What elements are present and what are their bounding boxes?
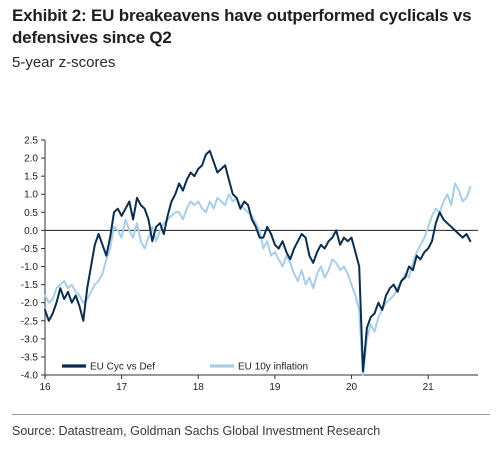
x-tick-label: 19	[269, 382, 281, 393]
x-tick-label: 17	[116, 382, 128, 393]
y-tick-label: -1.0	[21, 262, 39, 273]
x-tick-label: 18	[193, 382, 205, 393]
y-tick-label: -0.5	[21, 244, 39, 255]
y-tick-label: 0.0	[24, 226, 38, 237]
line-chart: 2.5 2.0 1.5 1.0 0.5 0.0 -0.5 -1.0 -1.5 -2.0 -2.5 -3…	[21, 136, 478, 393]
series-line-eu-cyc-vs-def	[44, 149, 472, 373]
series-layer	[44, 149, 472, 376]
exhibit-title: Exhibit 2: EU breakeavens have outperfor…	[12, 6, 472, 47]
y-tick-label: -3.5	[21, 352, 39, 363]
footer-divider	[12, 414, 490, 415]
legend-label: EU Cyc vs Def	[90, 362, 155, 373]
y-tick-label: 1.5	[24, 172, 38, 183]
y-tick-label: 0.5	[24, 208, 38, 219]
exhibit-subtitle: 5-year z-scores	[12, 54, 116, 71]
y-tick-label: 1.0	[24, 190, 38, 201]
plot-frame	[44, 140, 478, 376]
y-tick-label: -2.5	[21, 316, 39, 327]
y-tick-label: 2.0	[24, 154, 38, 165]
x-tick-label: 20	[346, 382, 358, 393]
source-note: Source: Datastream, Goldman Sachs Global…	[12, 424, 381, 438]
x-axis: 16 17 18 19 20 21	[39, 375, 434, 393]
chart-legend: EU Cyc vs Def EU 10y inflation	[62, 362, 308, 373]
y-tick-label: -4.0	[21, 371, 39, 382]
y-tick-label: -2.0	[21, 298, 39, 309]
y-axis: 2.5 2.0 1.5 1.0 0.5 0.0 -0.5 -1.0 -1.5 -2.0 -2.5 -3…	[21, 136, 45, 382]
legend-label: EU 10y inflation	[238, 362, 308, 373]
x-tick-label: 16	[39, 382, 51, 393]
series-line-eu-10y-inflation	[44, 182, 472, 376]
x-tick-label: 21	[423, 382, 435, 393]
y-tick-label: -1.5	[21, 280, 39, 291]
y-tick-label: 2.5	[24, 136, 38, 147]
y-tick-label: -3.0	[21, 334, 39, 345]
